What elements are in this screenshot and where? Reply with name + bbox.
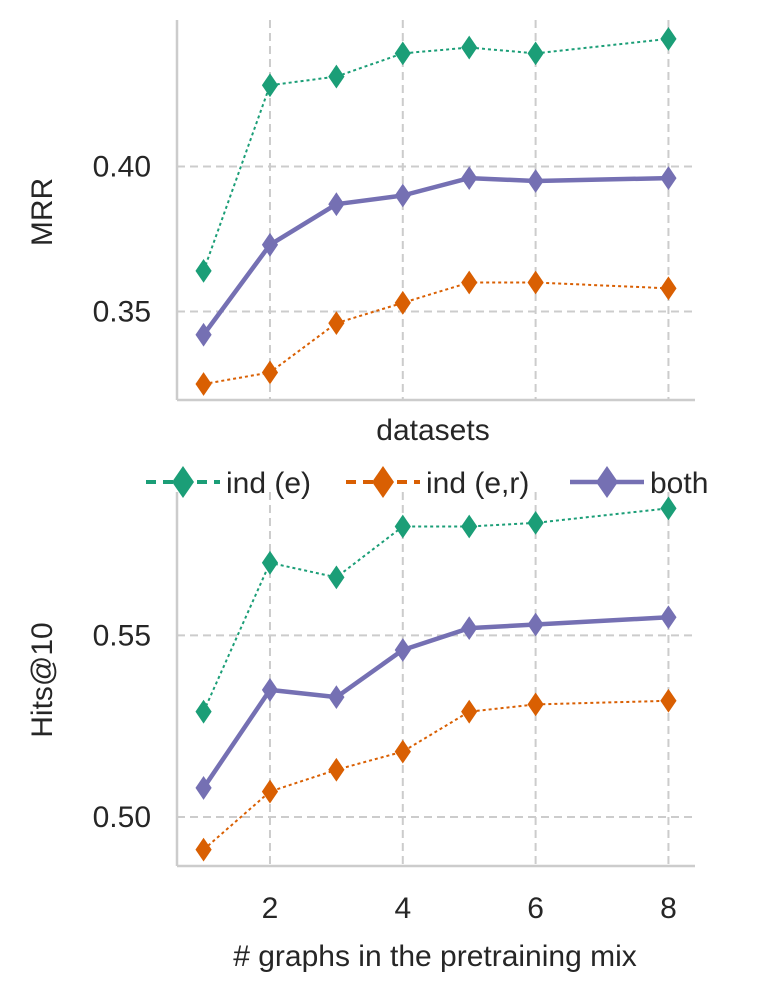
- hits10-x-axis-label: # graphs in the pretraining mix: [233, 940, 637, 973]
- hits10-point-ind-e: [527, 510, 544, 535]
- legend-label: ind (e,r): [426, 467, 529, 500]
- mrr-point-ind-e-r: [394, 290, 411, 315]
- hits10-line-ind-e-r: [202, 699, 669, 851]
- hits10-point-ind-e-r: [328, 757, 345, 782]
- mrr-point-ind-e-r: [328, 311, 345, 336]
- mrr-grid: [177, 20, 695, 400]
- mrr-x-axis-label: datasets: [376, 414, 489, 447]
- mrr-point-both: [660, 166, 677, 190]
- mrr-ticks: 0.35 0.40: [93, 150, 151, 328]
- legend-item-ind-e-r: ind (e,r): [346, 466, 529, 500]
- hits10-x-tick-label: 4: [394, 892, 411, 925]
- mrr-line-ind-e: [202, 37, 669, 272]
- hits10-panel: 0.50 0.55 2 4 6 8 Hits@10 # graphs in the pre…: [26, 492, 695, 973]
- hits10-point-ind-e-r: [461, 699, 478, 724]
- mrr-point-ind-e: [261, 73, 279, 98]
- mrr-point-ind-e: [527, 41, 544, 66]
- hits10-point-ind-e-r: [261, 779, 279, 804]
- hits10-series: [195, 496, 677, 862]
- mrr-point-ind-e: [660, 26, 677, 51]
- hits10-point-both: [394, 638, 411, 662]
- mrr-point-ind-e-r: [261, 360, 279, 385]
- hits10-point-both: [461, 616, 478, 641]
- mrr-panel: 0.35 0.40 MRR datasets: [26, 20, 695, 447]
- legend-label: ind (e): [226, 467, 311, 500]
- mrr-y-axis-label: MRR: [26, 178, 59, 246]
- mrr-y-tick-label: 0.35: [93, 296, 151, 329]
- mrr-y-tick-label: 0.40: [93, 150, 151, 183]
- hits10-point-ind-e-r: [527, 692, 544, 717]
- hits10-y-tick-label: 0.50: [93, 801, 151, 834]
- mrr-point-both: [394, 183, 411, 208]
- mrr-axes: [175, 20, 695, 402]
- mrr-point-both: [261, 232, 279, 257]
- hits10-point-ind-e-r: [195, 837, 212, 862]
- legend: ind (e) ind (e,r) both: [146, 466, 708, 500]
- mrr-point-ind-e-r: [660, 276, 677, 301]
- legend-diamond-icon: [372, 466, 394, 498]
- mrr-point-ind-e-r: [527, 270, 544, 295]
- hits10-point-ind-e: [195, 699, 212, 724]
- hits10-axes: [175, 492, 695, 868]
- hits10-grid: [177, 492, 695, 866]
- mrr-series-both: [195, 166, 677, 347]
- hits10-x-tick-label: 8: [660, 892, 677, 925]
- mrr-series-ind-e: [195, 26, 677, 283]
- hits10-series-both: [195, 605, 677, 800]
- mrr-point-ind-e: [195, 259, 212, 283]
- mrr-point-ind-e: [394, 41, 411, 66]
- mrr-point-both: [527, 169, 544, 193]
- mrr-series: [195, 26, 677, 396]
- hits10-point-both: [195, 776, 212, 800]
- mrr-point-ind-e-r: [195, 372, 212, 396]
- mrr-point-ind-e: [328, 64, 345, 89]
- hits10-y-tick-label: 0.55: [93, 619, 151, 652]
- legend-diamond-icon: [596, 466, 618, 498]
- mrr-point-ind-e-r: [461, 270, 478, 295]
- hits10-x-tick-label: 6: [527, 892, 544, 925]
- legend-diamond-icon: [172, 466, 194, 498]
- mrr-point-both: [328, 192, 345, 217]
- hits10-point-ind-e-r: [660, 688, 677, 713]
- hits10-series-ind-e-r: [195, 688, 677, 862]
- hits10-point-ind-e-r: [394, 739, 411, 764]
- mrr-series-ind-e-r: [195, 270, 677, 396]
- hits10-ticks: 0.50 0.55 2 4 6 8: [93, 619, 677, 925]
- hits10-point-ind-e: [461, 514, 478, 539]
- hits10-point-both: [527, 612, 544, 637]
- hits10-y-axis-label: Hits@10: [26, 622, 59, 738]
- hits10-point-both: [328, 685, 345, 710]
- hits10-x-tick-label: 2: [262, 892, 279, 925]
- hits10-point-ind-e: [660, 496, 677, 521]
- legend-label: both: [650, 467, 708, 500]
- mrr-point-ind-e: [461, 35, 478, 60]
- legend-item-both: both: [570, 466, 708, 500]
- mrr-point-both: [461, 166, 478, 190]
- legend-item-ind-e: ind (e): [146, 466, 311, 500]
- hits10-point-ind-e: [261, 550, 279, 575]
- hits10-series-ind-e: [195, 496, 677, 724]
- hits10-point-both: [660, 605, 677, 630]
- hits10-point-both: [261, 678, 279, 702]
- mrr-point-both: [195, 322, 212, 347]
- hits10-line-ind-e: [202, 507, 669, 713]
- hits10-point-ind-e: [328, 565, 345, 590]
- hits10-point-ind-e: [394, 514, 411, 539]
